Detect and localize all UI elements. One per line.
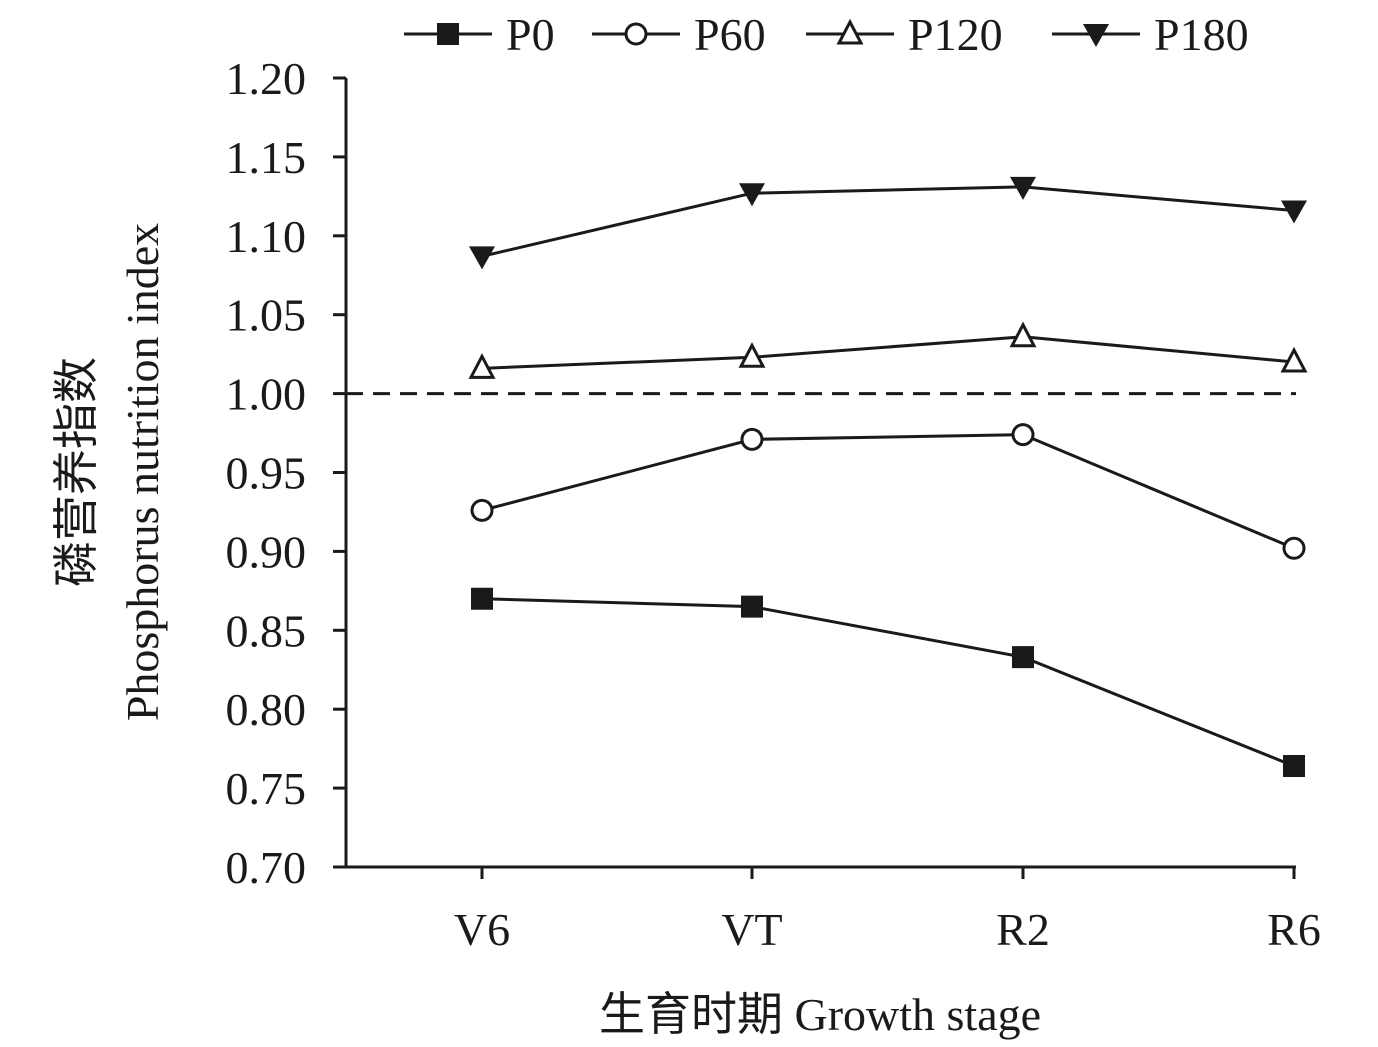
series-lines — [481, 185, 1295, 768]
axes: 0.70 0.75 0.80 0.85 0.90 0.95 1.00 1.05 1.10 1.15… — [226, 53, 1321, 955]
data-point-p0-vt — [741, 595, 763, 618]
series-markers — [468, 176, 1308, 778]
y-tick-label: 0.75 — [226, 763, 307, 814]
legend-label-p60: P60 — [694, 9, 766, 60]
y-axis-title-en: Phosphorus nutrition index — [117, 223, 168, 721]
data-point-p60-v6 — [470, 498, 494, 522]
data-point-p120-vt — [738, 342, 766, 368]
legend-marker-p120 — [836, 18, 864, 45]
legend-label-p0: P0 — [506, 9, 555, 60]
legend-label-p120: P120 — [908, 9, 1003, 60]
x-tick-label: R6 — [1267, 904, 1321, 955]
x-tick-label: VT — [721, 904, 782, 955]
y-tick-label: 0.85 — [226, 605, 307, 656]
y-tick-label: 1.15 — [226, 132, 307, 183]
x-tick-label: V6 — [454, 904, 510, 955]
x-axis-title: 生育时期 Growth stage — [599, 989, 1041, 1040]
data-point-p180-v6 — [469, 246, 495, 270]
series-line-p120 — [481, 335, 1295, 370]
data-point-p60-vt — [740, 427, 764, 451]
legend-label-p180: P180 — [1154, 9, 1249, 60]
y-tick-label: 1.00 — [226, 369, 307, 420]
data-point-p120-r2 — [1009, 321, 1037, 348]
legend-marker-p180 — [1083, 24, 1109, 47]
y-tick-label: 1.10 — [226, 211, 307, 262]
y-tick-label: 0.70 — [226, 842, 307, 893]
data-point-p180-vt — [739, 183, 765, 207]
legend: P0 P60 P120 P180 — [404, 9, 1249, 60]
data-point-p0-r6 — [1283, 755, 1305, 778]
y-axis-title-zh: 磷营养指数 — [51, 357, 102, 587]
y-tick-label: 0.80 — [226, 684, 307, 735]
y-tick-label: 0.95 — [226, 448, 307, 499]
x-tick-label: R2 — [996, 904, 1050, 955]
data-point-p0-v6 — [471, 587, 493, 610]
series-line-p0 — [481, 597, 1295, 768]
y-tick-label: 0.90 — [226, 526, 307, 577]
data-point-p120-r6 — [1280, 346, 1308, 373]
legend-marker-p60 — [624, 22, 648, 46]
data-point-p120-v6 — [468, 353, 496, 379]
data-point-p0-r2 — [1012, 646, 1034, 669]
y-tick-label: 1.05 — [226, 290, 307, 341]
data-point-p180-r6 — [1281, 200, 1307, 224]
series-line-p60 — [481, 433, 1295, 550]
data-point-p60-r6 — [1282, 536, 1306, 560]
legend-marker-p0 — [437, 23, 459, 45]
series-line-p180 — [481, 185, 1295, 258]
y-tick-label: 1.20 — [226, 53, 307, 104]
data-point-p180-r2 — [1010, 176, 1036, 200]
data-point-p60-r2 — [1011, 423, 1035, 447]
